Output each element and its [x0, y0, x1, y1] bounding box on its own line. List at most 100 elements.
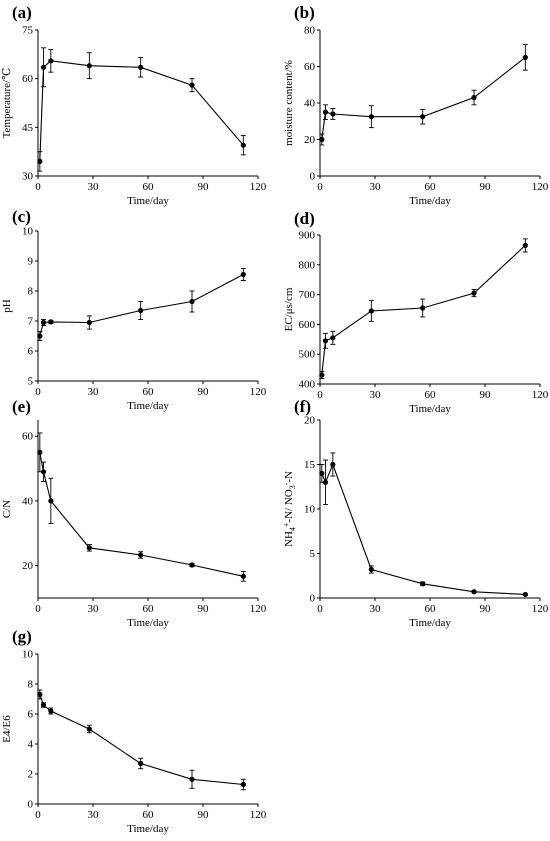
- x-tick-label: 60: [143, 181, 155, 193]
- x-tick-label: 90: [198, 386, 210, 398]
- x-axis-label: Time/day: [409, 617, 451, 629]
- y-tick-label: 5: [310, 548, 316, 560]
- x-tick-label: 30: [88, 181, 100, 193]
- y-tick-label: 8: [28, 679, 34, 691]
- chart-panel: (f) 0 30 60 90 120 0 5 10 15 20 Time/day NH4+-N/ NO3…: [282, 397, 549, 629]
- data-point: [189, 776, 195, 782]
- series-line: [39, 694, 244, 786]
- chart-panel: (a)0 30 60 90 12030456075Time/dayTemperature…: [1, 3, 267, 207]
- data-point: [138, 760, 144, 767]
- data-point: [40, 469, 47, 475]
- y-tick-label: 700: [299, 289, 316, 301]
- y-tick-label: 8: [28, 286, 34, 298]
- x-tick-label: 90: [480, 389, 492, 401]
- data-point: [522, 54, 528, 60]
- y-tick-label: 900: [299, 230, 316, 242]
- data-point: [189, 562, 195, 568]
- data-point: [40, 702, 47, 708]
- data-point: [368, 308, 374, 314]
- x-axis-label: Time/day: [409, 195, 451, 207]
- y-axis-label: pH: [1, 299, 13, 313]
- data-point: [240, 142, 246, 148]
- data-point: [189, 82, 195, 88]
- x-tick-label: 30: [88, 809, 100, 821]
- data-point: [368, 566, 374, 573]
- x-tick-label: 90: [480, 603, 492, 615]
- y-tick-label: 0: [310, 593, 316, 605]
- chart-panel: (g) 0 30 60 90 120 0 2 4 6 8 10 Time/day E4/E6: [1, 627, 267, 835]
- data-point: [240, 271, 246, 278]
- data-point: [322, 338, 329, 344]
- x-tick-label: 0: [317, 389, 323, 401]
- series-line: [39, 60, 244, 162]
- y-tick-label: 7: [28, 316, 34, 328]
- x-axis-label: Time/day: [127, 617, 169, 629]
- x-tick-label: 60: [143, 386, 155, 398]
- data-point: [189, 298, 195, 305]
- data-point: [37, 691, 43, 698]
- x-tick-label: 30: [370, 389, 382, 401]
- x-tick-label: 0: [317, 181, 323, 193]
- y-tick-label: 20: [304, 134, 316, 146]
- panel-letter: (g): [12, 627, 32, 646]
- panel-letter: (c): [12, 207, 31, 226]
- x-tick-label: 0: [35, 386, 41, 398]
- y-tick-label: 6: [28, 346, 34, 358]
- series-line: [39, 274, 244, 337]
- y-axis-label: EC/μs/cm: [283, 287, 295, 331]
- data-point: [330, 335, 336, 341]
- x-tick-label: 120: [250, 181, 267, 193]
- data-point: [522, 591, 528, 598]
- data-point: [37, 158, 43, 164]
- x-tick-label: 120: [532, 389, 549, 401]
- y-axis-label: C/N: [1, 500, 13, 518]
- x-tick-label: 90: [480, 181, 492, 193]
- x-tick-label: 90: [198, 181, 210, 193]
- x-tick-label: 30: [370, 181, 382, 193]
- data-point: [420, 305, 426, 311]
- data-point: [240, 781, 246, 788]
- x-axis-label: Time/day: [127, 195, 169, 207]
- data-point: [40, 319, 47, 326]
- data-point: [48, 708, 54, 714]
- data-point: [319, 136, 325, 143]
- chart-panel: (e) 0 30 60 90 120 20 40 60 Time/day C/N: [1, 397, 267, 629]
- y-tick-label: 500: [299, 349, 316, 361]
- data-point: [138, 64, 144, 70]
- y-tick-label: 0: [28, 799, 34, 811]
- y-tick-label: 40: [22, 495, 34, 507]
- y-tick-label: 20: [304, 415, 316, 427]
- data-point: [40, 64, 47, 70]
- chart-panel: (d) 0 30 60 90 120 400 500 600 700 800 900 Time/day E…: [283, 209, 549, 415]
- data-point: [471, 94, 477, 101]
- data-point: [471, 589, 477, 595]
- series-line: [39, 452, 244, 577]
- data-point: [330, 111, 336, 117]
- data-point: [240, 573, 246, 579]
- x-tick-label: 90: [198, 809, 210, 821]
- x-tick-label: 60: [143, 603, 155, 615]
- y-axis-label: E4/E6: [1, 715, 13, 743]
- y-tick-label: 6: [28, 709, 34, 721]
- x-tick-label: 60: [425, 181, 437, 193]
- x-tick-label: 90: [198, 603, 210, 615]
- series-line: [321, 462, 526, 595]
- data-point: [471, 290, 477, 296]
- data-point: [322, 479, 329, 485]
- data-point: [322, 109, 329, 115]
- y-tick-label: 30: [22, 171, 34, 183]
- x-tick-label: 0: [35, 809, 41, 821]
- x-tick-label: 120: [250, 603, 267, 615]
- y-tick-label: 60: [22, 73, 34, 85]
- x-axis-label: Time/day: [409, 403, 451, 415]
- y-tick-label: 10: [22, 226, 34, 238]
- data-point: [420, 114, 426, 120]
- x-tick-label: 120: [532, 603, 549, 615]
- data-point: [37, 333, 43, 339]
- y-axis-label: Temperature/℃: [1, 68, 13, 139]
- y-tick-label: 60: [22, 431, 34, 443]
- data-point: [368, 114, 374, 120]
- data-point: [48, 498, 54, 504]
- x-tick-label: 0: [35, 603, 41, 615]
